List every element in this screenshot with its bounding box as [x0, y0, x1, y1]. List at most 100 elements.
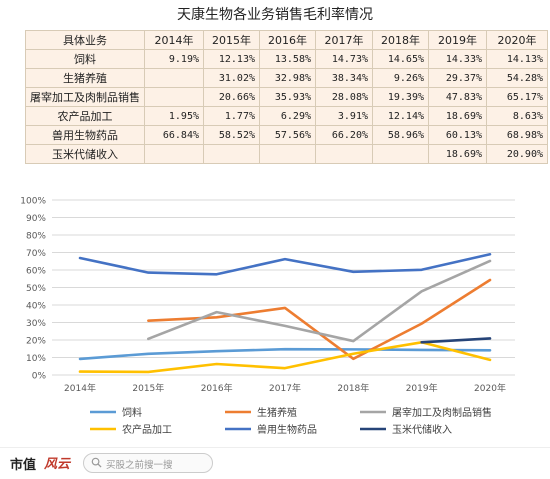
x-tick-label: 2014年 [64, 382, 96, 394]
table-cell: 28.08% [315, 87, 373, 107]
table-header-cell: 2020年 [486, 30, 548, 50]
table-cell: 60.13% [428, 125, 487, 145]
series-line [78, 347, 492, 361]
search-placeholder: 买股之前搜一搜 [106, 460, 173, 471]
y-tick-label: 30% [26, 319, 46, 329]
legend-label: 农产品加工 [122, 423, 172, 436]
table-cell: 1.95% [144, 106, 204, 126]
table-cell: 13.58% [259, 49, 316, 69]
legend-label: 屠宰加工及肉制品销售 [392, 406, 492, 419]
table-cell: 65.17% [486, 87, 548, 107]
table-cell [144, 87, 204, 107]
table-cell: 3.91% [315, 106, 373, 126]
margin-line-chart: 0% 10% 20% 30% 40% 50% 60% 70% 80% 90% 100% 2014年 20… [20, 197, 515, 436]
x-tick-label: 2019年 [406, 382, 438, 394]
x-tick-label: 2020年 [474, 382, 506, 394]
legend-label: 生猪养殖 [257, 406, 297, 419]
table-cell: 6.29% [259, 106, 316, 126]
table-row: 生猪养殖 31.02% 32.98% 38.34% 9.26% 29.37% 54.28% [25, 68, 548, 88]
series-line [78, 252, 492, 276]
table-cell: 66.20% [315, 125, 373, 145]
logo-text: 市值 [10, 458, 37, 473]
table-cell: 58.52% [203, 125, 260, 145]
y-tick-label: 10% [26, 354, 46, 364]
table-cell: 9.19% [144, 49, 204, 69]
table-row-label: 饲料 [25, 49, 145, 69]
series-line [147, 259, 492, 343]
table-row-label: 兽用生物药品 [25, 125, 145, 145]
legend-label: 兽用生物药品 [257, 423, 317, 436]
table-row-label: 玉米代储收入 [25, 144, 145, 164]
table-header-cell: 2017年 [315, 30, 373, 50]
table-cell [144, 68, 204, 88]
y-tick-label: 80% [26, 232, 46, 242]
table-row: 玉米代储收入 18.69% 20.90% [25, 144, 548, 164]
table-cell: 32.98% [259, 68, 316, 88]
legend-label: 饲料 [122, 406, 142, 419]
table-header-cell: 具体业务 [25, 30, 145, 50]
search-icon [91, 457, 102, 468]
table-cell [315, 144, 373, 164]
table-row: 兽用生物药品 66.84% 58.52% 57.56% 66.20% 58.96% 60.1… [25, 125, 548, 145]
table-cell: 58.96% [372, 125, 429, 145]
table-row-label: 农产品加工 [25, 106, 145, 126]
y-tick-label: 0% [32, 372, 47, 382]
table-header-cell: 2014年 [144, 30, 204, 50]
table-row: 屠宰加工及肉制品销售 20.66% 35.93% 28.08% 19.39% 47.83%… [25, 87, 548, 107]
table-cell: 18.69% [428, 106, 487, 126]
table-cell [259, 144, 316, 164]
table-row-label: 屠宰加工及肉制品销售 [25, 87, 145, 107]
table-cell: 68.98% [486, 125, 548, 145]
y-tick-label: 100% [20, 197, 46, 207]
table-cell: 35.93% [259, 87, 316, 107]
table-cell: 66.84% [144, 125, 204, 145]
table-cell: 57.56% [259, 125, 316, 145]
table-cell: 47.83% [428, 87, 487, 107]
x-tick-label: 2016年 [201, 382, 233, 394]
table-header-cell: 2015年 [203, 30, 260, 50]
table-header-cell: 2018年 [372, 30, 429, 50]
y-tick-label: 20% [26, 337, 46, 347]
y-tick-label: 70% [26, 249, 46, 259]
series-line [420, 337, 492, 344]
x-tick-label: 2015年 [132, 382, 164, 394]
margin-table: 具体业务 2014年 2015年 2016年 2017年 2018年 2019年 2020年饲… [25, 30, 548, 164]
table-cell [144, 144, 204, 164]
table-cell: 54.28% [486, 68, 548, 88]
table-cell: 14.73% [315, 49, 373, 69]
table-row: 农产品加工 1.95% 1.77% 6.29% 3.91% 12.14% 18.69% 8.6… [25, 106, 548, 126]
table-cell: 20.90% [486, 144, 548, 164]
page-title: 天康生物各业务销售毛利率情况 [177, 7, 373, 23]
y-tick-label: 90% [26, 214, 46, 224]
logo-mark: 风云 [44, 457, 71, 472]
table-cell: 31.02% [203, 68, 260, 88]
y-tick-label: 50% [26, 284, 46, 294]
table-cell: 14.13% [486, 49, 548, 69]
table-cell [372, 144, 429, 164]
search-input[interactable]: 买股之前搜一搜 [83, 453, 213, 473]
table-cell [203, 144, 260, 164]
table-header-cell: 2016年 [259, 30, 316, 50]
table-cell: 1.77% [203, 106, 260, 126]
x-tick-label: 2017年 [269, 382, 301, 394]
table-cell: 38.34% [315, 68, 373, 88]
table-header-cell: 2019年 [428, 30, 487, 50]
table-cell: 9.26% [372, 68, 429, 88]
footer-bar: 市值 风云 买股之前搜一搜 [0, 447, 550, 479]
table-row-label: 生猪养殖 [25, 68, 145, 88]
table-cell: 12.14% [372, 106, 429, 126]
y-tick-label: 60% [26, 267, 46, 277]
y-tick-label: 40% [26, 302, 46, 312]
legend-label: 玉米代储收入 [392, 423, 452, 436]
table-cell: 14.33% [428, 49, 487, 69]
table-cell: 20.66% [203, 87, 260, 107]
table-header-row: 具体业务 2014年 2015年 2016年 2017年 2018年 2019年 2020年 [25, 30, 548, 50]
table-cell: 8.63% [486, 106, 548, 126]
table-cell: 29.37% [428, 68, 487, 88]
x-tick-label: 2018年 [337, 382, 369, 394]
table-cell: 12.13% [203, 49, 260, 69]
table-row: 饲料 9.19% 12.13% 13.58% 14.73% 14.65% 14.33% 14.… [25, 49, 548, 69]
table-cell: 18.69% [428, 144, 487, 164]
table-cell: 19.39% [372, 87, 429, 107]
table-cell: 14.65% [372, 49, 429, 69]
